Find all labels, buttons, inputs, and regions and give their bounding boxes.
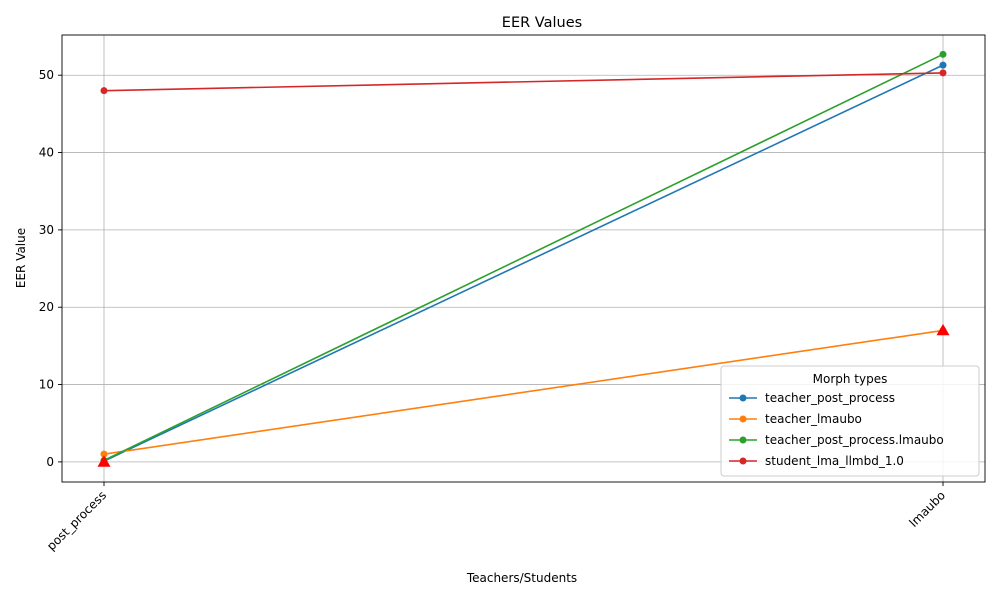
y-tick-label: 10 [39,378,54,392]
highlight-markers [97,323,950,467]
legend-label: teacher_post_process.lmaubo [765,433,944,447]
legend-item: teacher_lmaubo [729,412,862,426]
triangle-marker [97,455,111,467]
data-point [939,50,947,58]
series-line [103,53,944,462]
series-student_lma_llmbd_1.0 [100,69,947,95]
y-tick-label: 0 [46,455,54,469]
series-line [103,72,944,92]
axes-frame [61,34,986,483]
legend-swatch-marker [739,436,747,444]
series-line [103,64,944,462]
legend: Morph types teacher_post_process teacher_l… [720,365,980,477]
y-tick-label: 50 [39,68,54,82]
y-tick-label: 40 [39,146,54,160]
data-point [939,69,947,77]
legend-label: teacher_lmaubo [765,412,862,426]
data-point [100,87,108,95]
legend-item: student_lma_llmbd_1.0 [729,454,904,468]
chart-title: EER Values [502,15,582,31]
legend-box [720,365,980,477]
y-axis-label: EER Value [14,228,28,288]
series-layer [100,50,947,465]
series-line [103,329,944,455]
legend-swatch-marker [739,457,747,465]
data-point [939,61,947,69]
x-axis-label: Teachers/Students [466,571,577,585]
legend-swatch-marker [739,415,747,423]
legend-label: teacher_post_process [765,391,895,405]
legend-swatch-marker [739,394,747,402]
data-point [100,450,108,458]
y-tick-label: 30 [39,223,54,237]
legend-label: student_lma_llmbd_1.0 [765,454,904,468]
legend-title: Morph types [813,372,888,386]
triangle-marker [936,323,950,336]
legend-item: teacher_post_process [729,391,895,405]
y-tick-label: 20 [39,300,54,314]
legend-item: teacher_post_process.lmaubo [729,433,944,447]
